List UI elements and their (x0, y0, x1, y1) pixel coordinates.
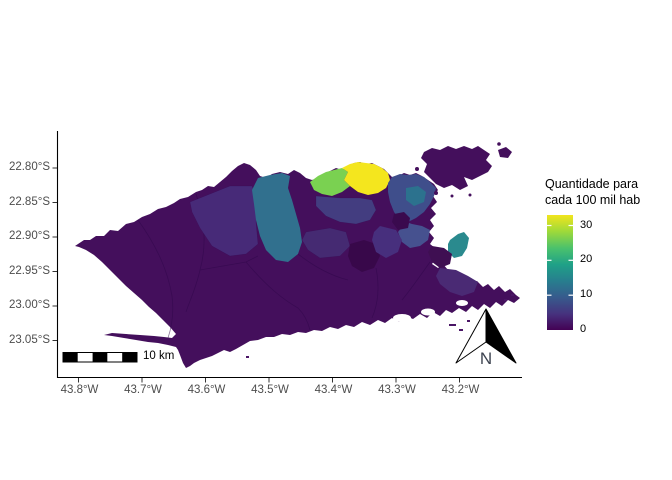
y-tick-label: 22.95°S (8, 264, 50, 277)
x-axis-ticks (78, 378, 460, 383)
region-purple-right (372, 226, 402, 258)
region-nw-light-purple (189, 185, 259, 257)
legend-title-line2: cada 100 mil hab (545, 193, 641, 207)
legend-colorbar (547, 215, 573, 330)
legend-tick-label: 20 (580, 253, 593, 266)
x-tick-label: 43.6°W (187, 384, 226, 396)
x-tick-label: 43.3°W (378, 384, 416, 396)
region-central-purple (301, 227, 351, 259)
region-yellow (342, 162, 390, 195)
legend-tick-label: 30 (580, 218, 593, 231)
district-boundaries (137, 193, 431, 339)
north-arrow (455, 308, 517, 364)
x-tick-label: 43.5°W (251, 384, 289, 396)
region-teal-blue-coast (406, 186, 426, 206)
municipality-base (75, 162, 520, 368)
choropleth-map (75, 142, 520, 368)
y-tick-label: 23.05°S (8, 333, 50, 346)
north-arrow-label: N (479, 349, 493, 368)
y-tick-label: 22.85°S (8, 195, 50, 208)
y-tick-label: 22.80°S (8, 161, 50, 173)
legend-colorbar-ticks (547, 224, 573, 296)
scale-bar-label: 10 km (143, 350, 175, 362)
legend-title-line1: Quantidade para (545, 177, 639, 191)
x-tick-label: 43.4°W (314, 384, 353, 396)
islets (415, 142, 501, 198)
scale-bar (62, 352, 138, 363)
axis-lines (56, 131, 522, 379)
region-green (310, 168, 350, 196)
region-dark-blob-east (428, 246, 452, 268)
offshore-islands (246, 294, 514, 358)
lagoons (393, 300, 468, 322)
y-axis-ticks (52, 167, 57, 341)
region-mid-purple-below-green (315, 195, 377, 225)
x-tick-label: 43.8°W (60, 384, 99, 396)
governador-island (421, 146, 492, 190)
region-small-teal-east (448, 232, 469, 258)
region-darkest-central (348, 240, 380, 272)
legend-title: Quantidade para cada 100 mil hab (545, 176, 640, 208)
region-slate-blue-2 (398, 222, 430, 248)
y-tick-label: 23.00°S (8, 299, 50, 311)
region-large-teal (252, 173, 302, 262)
legend-tick-label: 0 (580, 323, 587, 335)
x-tick-label: 43.7°W (124, 384, 162, 396)
legend-tick-label: 10 (580, 288, 593, 301)
region-dark-navy (392, 212, 410, 230)
small-island-ne (498, 147, 512, 158)
y-tick-label: 22.90°S (8, 230, 50, 242)
x-tick-label: 43.2°W (441, 384, 480, 396)
north-arrow-right-wing (485, 308, 517, 364)
region-purple-southeast (436, 268, 478, 296)
